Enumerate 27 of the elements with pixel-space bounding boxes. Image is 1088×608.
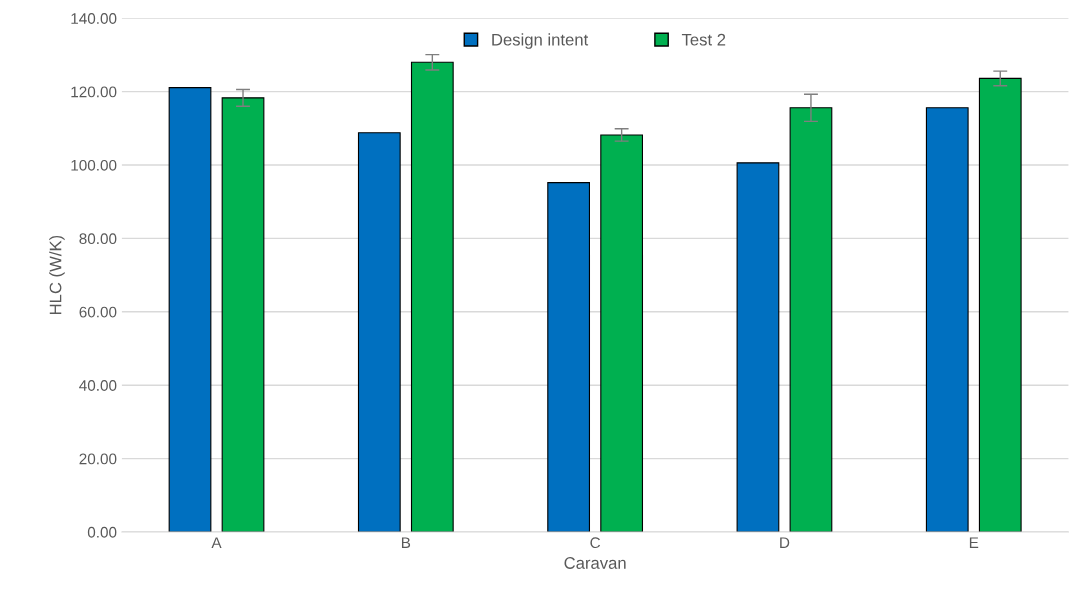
- bar: [168, 87, 212, 532]
- bar: [600, 134, 644, 532]
- y-tick-label: 60.00: [79, 306, 117, 318]
- bar: [978, 77, 1022, 532]
- x-tick-label: A: [211, 537, 222, 548]
- y-tick-label: 100.00: [71, 159, 117, 171]
- y-tick-label: 0.00: [87, 526, 117, 538]
- x-tick-label: D: [780, 537, 790, 548]
- bar: [221, 97, 265, 532]
- x-tick-label: B: [401, 537, 411, 548]
- y-tick-label: 120.00: [71, 86, 117, 98]
- bar: [789, 107, 833, 532]
- bar: [357, 132, 401, 532]
- x-axis-title: Caravan: [564, 557, 626, 569]
- bar: [547, 182, 591, 532]
- y-tick-label: 140.00: [71, 13, 117, 24]
- legend-label: Test 2: [681, 33, 726, 46]
- y-tick-label: 20.00: [79, 453, 117, 465]
- x-tick-label: C: [590, 537, 601, 549]
- bar: [736, 162, 780, 532]
- bar: [925, 107, 969, 532]
- y-axis-title: HLC (W/K): [49, 235, 65, 315]
- y-tick-label: 80.00: [79, 233, 117, 245]
- legend-label: Design intent: [492, 33, 589, 49]
- x-tick-label: E: [969, 537, 979, 548]
- y-tick-label: 40.00: [79, 380, 117, 391]
- bar: [410, 61, 454, 532]
